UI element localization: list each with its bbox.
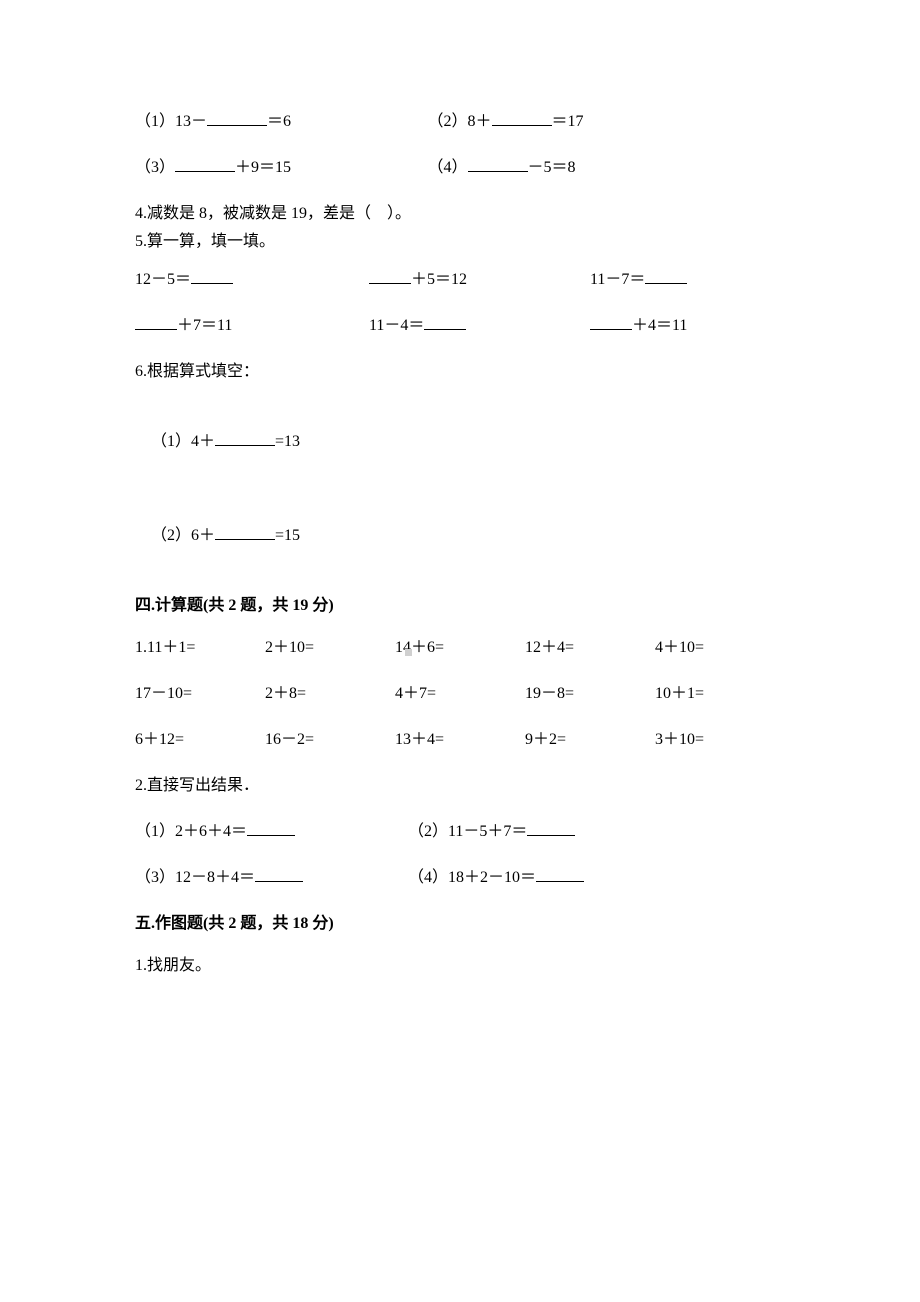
blank — [468, 156, 528, 172]
q5-r2c: ＋4＝11 — [590, 314, 785, 338]
blank — [536, 866, 584, 882]
sec4-q1-row2: 17－10= 2＋8= 4＋7= 19－8= 10＋1= — [135, 682, 785, 706]
s4r1c5: 4＋10= — [655, 636, 785, 660]
q5-r1b: ＋5＝12 — [369, 268, 590, 292]
page-content: （1）13－ ＝6 （2）8＋ ＝17 （3） ＋9＝15 （4） －5＝8 4.减数是… — [0, 0, 920, 1060]
text: 11－4＝ — [369, 317, 424, 334]
q5-r1c: 11－7＝ — [590, 268, 785, 292]
sec4-q2-row2: （3）12－8＋4＝ （4）18＋2－10＝ — [135, 866, 785, 890]
q5-row2: ＋7＝11 11－4＝ ＋4＝11 — [135, 314, 785, 338]
pre: （3）12－8＋4＝ — [135, 869, 255, 886]
q6-item-1: （1）4＋ =13 — [135, 406, 785, 478]
q3-2-pre: （2）8＋ — [428, 113, 492, 130]
blank — [255, 866, 303, 882]
sec4-q2b: （2）11－5＋7＝ — [408, 820, 785, 844]
sec5-q1: 1.找朋友。 — [135, 954, 785, 978]
q3-item-2: （2）8＋ ＝17 — [428, 110, 786, 134]
s4r2c1: 17－10= — [135, 682, 265, 706]
q3-2-suf: ＝17 — [552, 113, 584, 130]
q4-text: 4.减数是 8，被减数是 19，差是（ ）。 — [135, 202, 785, 226]
sec4-q2-title: 2.直接写出结果． — [135, 774, 785, 798]
text: 11－7＝ — [590, 271, 645, 288]
blank — [645, 268, 687, 284]
s4r3c5: 3＋10= — [655, 728, 785, 752]
q5-r1a: 12－5＝ — [135, 268, 369, 292]
pre: （4）18＋2－10＝ — [408, 869, 536, 886]
q3-item-1: （1）13－ ＝6 — [135, 110, 428, 134]
blank — [215, 430, 275, 446]
pre: （1）2＋6＋4＝ — [135, 823, 247, 840]
sec4-q2c: （3）12－8＋4＝ — [135, 866, 408, 890]
s4r2c2: 2＋8= — [265, 682, 395, 706]
blank — [135, 314, 177, 330]
q3-3-pre: （3） — [135, 159, 175, 176]
s4r3c4: 9＋2= — [525, 728, 655, 752]
q6-2-pre: （2）6＋ — [151, 527, 215, 544]
q6-1-pre: （1）4＋ — [151, 433, 215, 450]
q6-2-suf: =15 — [275, 527, 300, 544]
sec4-q2a: （1）2＋6＋4＝ — [135, 820, 408, 844]
blank — [527, 820, 575, 836]
s4r2c3: 4＋7= — [395, 682, 525, 706]
blank — [492, 110, 552, 126]
q3-item-4: （4） －5＝8 — [428, 156, 786, 180]
q5-r2b: 11－4＝ — [369, 314, 590, 338]
q3-item-3: （3） ＋9＝15 — [135, 156, 428, 180]
q3-row2: （3） ＋9＝15 （4） －5＝8 — [135, 156, 785, 180]
pre: （2）11－5＋7＝ — [408, 823, 527, 840]
q5-row1: 12－5＝ ＋5＝12 11－7＝ — [135, 268, 785, 292]
prefix: 1. — [135, 639, 147, 656]
blank — [590, 314, 632, 330]
sec4-q2-row1: （1）2＋6＋4＝ （2）11－5＋7＝ — [135, 820, 785, 844]
q3-3-suf: ＋9＝15 — [235, 159, 291, 176]
sec4-q1-row1: 1.11＋1= 2＋10= 14＋6= 12＋4= 4＋10= — [135, 636, 785, 660]
blank — [175, 156, 235, 172]
q5-r2a: ＋7＝11 — [135, 314, 369, 338]
section-4-heading: 四.计算题(共 2 题，共 19 分) — [135, 594, 785, 618]
s4r1c2: 2＋10= — [265, 636, 395, 660]
s4r3c2: 16－2= — [265, 728, 395, 752]
q6-item-2: （2）6＋ =15 — [135, 500, 785, 572]
q3-4-pre: （4） — [428, 159, 468, 176]
q6-1-suf: =13 — [275, 433, 300, 450]
s4r1c3: 14＋6= — [395, 636, 525, 660]
sec4-q1-row3: 6＋12= 16－2= 13＋4= 9＋2= 3＋10= — [135, 728, 785, 752]
blank — [215, 524, 275, 540]
blank — [424, 314, 466, 330]
expr: 11＋1= — [147, 639, 195, 656]
s4r2c5: 10＋1= — [655, 682, 785, 706]
section-5-heading: 五.作图题(共 2 题，共 18 分) — [135, 912, 785, 936]
blank — [207, 110, 267, 126]
q3-row1: （1）13－ ＝6 （2）8＋ ＝17 — [135, 110, 785, 134]
s4r3c3: 13＋4= — [395, 728, 525, 752]
blank — [369, 268, 411, 284]
text: ＋4＝11 — [632, 317, 687, 334]
blank — [247, 820, 295, 836]
sec4-q2d: （4）18＋2－10＝ — [408, 866, 785, 890]
q6-title: 6.根据算式填空： — [135, 360, 785, 384]
q3-1-pre: （1）13－ — [135, 113, 207, 130]
s4r2c4: 19－8= — [525, 682, 655, 706]
blank — [191, 268, 233, 284]
s4r1c4: 12＋4= — [525, 636, 655, 660]
q3-1-suf: ＝6 — [267, 113, 291, 130]
q5-title: 5.算一算，填一填。 — [135, 230, 785, 254]
s4r1c1: 1.11＋1= — [135, 636, 265, 660]
s4r3c1: 6＋12= — [135, 728, 265, 752]
text: 12－5＝ — [135, 271, 191, 288]
text: ＋7＝11 — [177, 317, 232, 334]
text: ＋5＝12 — [411, 271, 467, 288]
q3-4-suf: －5＝8 — [528, 159, 576, 176]
